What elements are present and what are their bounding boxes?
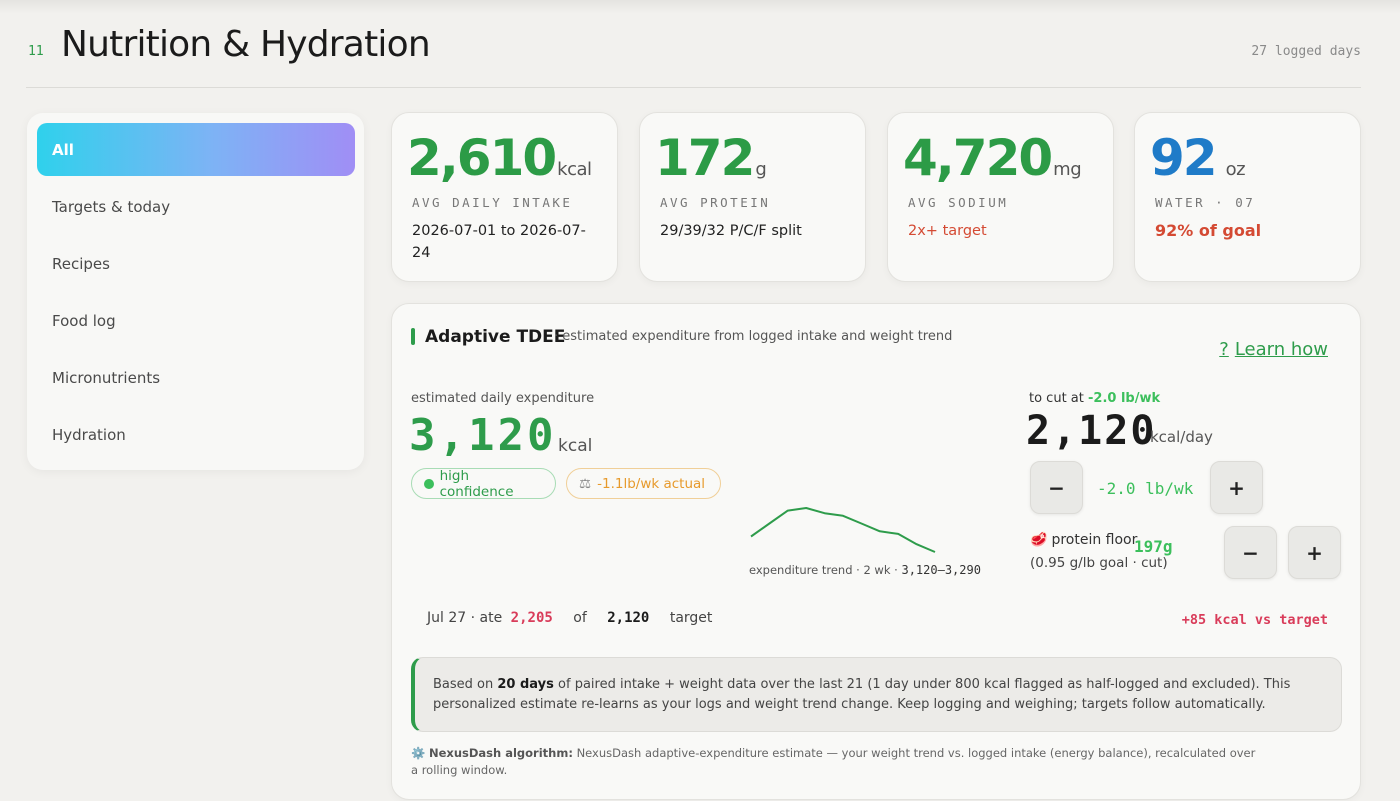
page-header: 11 Nutrition & Hydration 27 logged days [26,22,1361,88]
section-number: 11 [28,44,44,59]
today-intake-value: 2,205 [510,610,553,626]
sidebar-item-recipes[interactable]: Recipes [37,237,355,290]
sidebar-item-label: Targets & today [52,197,171,216]
protein-floor-label: 🥩 protein floor [1030,532,1137,548]
trend-range: 3,120–3,290 [901,563,981,577]
trend-caption: expenditure trend · 2 wk · 3,120–3,290 [749,563,981,577]
today-date: Jul 27 · ate [427,610,503,626]
algorithm-title: NexusDash algorithm: [428,746,573,760]
estimate-value: 3,120 [409,410,557,461]
confidence-badge: high confidence [411,467,556,500]
sidebar-item-hydration[interactable]: Hydration [37,408,355,461]
expenditure-trend-sparkline [750,507,936,553]
intake-card: 2,610 kcal AVG DAILY INTAKE 2026-07-01 to… [391,112,618,282]
of-text: of [573,610,587,626]
rate-value: -2.0 lb/wk [1097,479,1194,498]
cut-label-text: to cut at [1029,391,1084,406]
protein-number: 172 [655,129,755,187]
macro-split: 29/39/32 P/C/F split [660,223,802,239]
rate-decrease-button[interactable]: − [1030,461,1083,514]
estimate-unit: kcal [558,436,593,456]
intake-label: AVG DAILY INTAKE [412,195,573,210]
today-target-value: 2,120 [607,610,650,626]
sidebar: All Targets & today Recipes Food log Mic… [27,113,364,470]
protein-floor-text: protein floor [1051,532,1138,548]
protein-card: 172 g AVG PROTEIN 29/39/32 P/C/F split [639,112,866,282]
top-shadow [0,0,1400,14]
water-unit: oz [1225,159,1246,180]
panel-title: Adaptive TDEE [425,327,566,347]
sidebar-item-label: Food log [52,311,116,330]
protein-value: 172 g [655,129,767,187]
sodium-number: 4,720 [903,129,1053,187]
trend-line [750,507,936,553]
scale-icon: ⚖ [579,475,592,492]
cut-rate: -2.0 lb/wk [1088,391,1161,406]
target-text: target [669,610,713,626]
title-accent-bar [411,328,415,345]
confidence-label: high confidence [439,467,514,500]
cut-target-unit: kcal/day [1150,428,1213,446]
sidebar-item-label: Micronutrients [52,368,161,387]
water-number: 92 [1150,129,1218,187]
learn-how-label: Learn how [1234,339,1328,360]
note-days: 20 days [497,677,554,692]
protein-increase-button[interactable]: + [1288,526,1341,579]
actual-rate-label: -1.1lb/wk actual [597,475,706,492]
protein-floor-sub: (0.95 g/lb goal · cut) [1030,555,1168,571]
trend-caption-text: expenditure trend · 2 wk · [749,563,898,577]
note-body: of paired intake + weight data over the … [433,677,1291,712]
learn-how-link[interactable]: ? Learn how [1219,339,1328,360]
sidebar-item-label: Hydration [52,425,126,444]
sodium-card: 4,720 mg AVG SODIUM 2x+ target [887,112,1114,282]
sodium-warning: 2x+ target [908,223,987,239]
intake-value: 2,610 kcal [407,129,592,187]
logged-days-count: 27 logged days [1251,44,1361,59]
sidebar-item-label: All [52,140,74,159]
sidebar-item-all[interactable]: All [37,123,355,176]
algorithm-text: NexusDash adaptive-expenditure estimate … [411,746,1256,777]
intake-date-range: 2026-07-01 to 2026-07-24 [412,223,586,261]
note-prefix: Based on [433,677,494,692]
today-intake-row: Jul 27 · ate 2,205 of 2,120 target [427,610,712,626]
sidebar-item-targets[interactable]: Targets & today [37,180,355,233]
protein-decrease-button[interactable]: − [1224,526,1277,579]
sidebar-item-food-log[interactable]: Food log [37,294,355,347]
intake-number: 2,610 [407,129,557,187]
cut-label: to cut at -2.0 lb/wk [1029,391,1160,406]
protein-unit: g [755,159,767,180]
help-icon: ? [1219,339,1229,360]
rate-increase-button[interactable]: + [1210,461,1263,514]
sidebar-item-label: Recipes [52,254,110,273]
vs-target-diff: +85 kcal vs target [1181,612,1328,628]
sodium-value: 4,720 mg [903,129,1082,187]
gear-icon: ⚙️ [411,746,426,760]
algorithm-footnote: ⚙️ NexusDash algorithm: NexusDash adapti… [411,745,1261,779]
page-title: Nutrition & Hydration [61,24,431,65]
water-goal-percent: 92% of goal [1155,221,1262,240]
water-card: 92 oz WATER · 07 92% of goal [1134,112,1361,282]
confidence-dot-icon [424,478,434,489]
sodium-label: AVG SODIUM [908,195,1009,210]
adaptive-tdee-panel: Adaptive TDEE · estimated expenditure fr… [391,303,1361,800]
estimate-label: estimated daily expenditure [411,391,595,406]
sidebar-item-micronutrients[interactable]: Micronutrients [37,351,355,404]
water-value: 92 oz [1150,129,1246,187]
intake-unit: kcal [557,159,592,180]
water-label: WATER · 07 [1155,195,1256,210]
cut-target-value: 2,120 [1026,408,1157,454]
estimate-explanation-note: Based on 20 days of paired intake + weig… [411,657,1342,732]
panel-subtitle: · estimated expenditure from logged inta… [554,329,953,344]
sodium-unit: mg [1053,159,1082,180]
protein-floor-value: 197g [1134,537,1173,556]
protein-label: AVG PROTEIN [660,195,771,210]
actual-rate-badge: ⚖ -1.1lb/wk actual [566,468,721,499]
meat-icon: 🥩 [1030,532,1048,548]
